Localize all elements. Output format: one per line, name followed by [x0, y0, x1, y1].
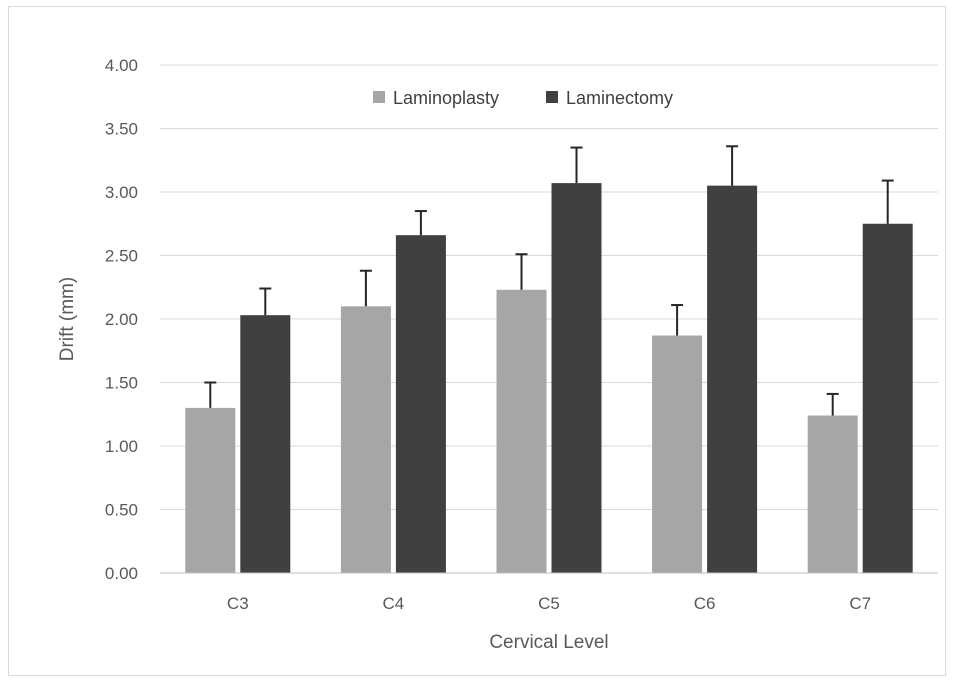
bar-laminoplasty-c3: [185, 407, 236, 573]
chart-frame: [8, 6, 946, 676]
error-bars: [204, 145, 894, 416]
legend: Laminoplasty Laminectomy: [373, 88, 673, 108]
x-tick-label: C3: [227, 594, 249, 613]
x-tick-label: C5: [538, 594, 560, 613]
bar-laminoplasty-c5: [496, 289, 547, 573]
legend-label-laminectomy: Laminectomy: [566, 88, 673, 108]
legend-swatch-laminectomy: [546, 91, 558, 103]
y-tick-label: 1.50: [105, 374, 138, 393]
y-tick-label: 2.00: [105, 310, 138, 329]
x-axis-ticks: C3 C4 C5 C6 C7: [227, 594, 871, 613]
bar-laminoplasty-c4: [340, 306, 391, 573]
bar-laminoplasty-c6: [652, 335, 703, 573]
y-tick-label: 2.50: [105, 247, 138, 266]
y-axis-title: Drift (mm): [57, 277, 78, 361]
bar-laminectomy-c6: [707, 185, 758, 573]
x-tick-label: C6: [694, 594, 716, 613]
bar-laminectomy-c3: [240, 315, 291, 573]
bar-laminectomy-c5: [551, 183, 602, 574]
legend-swatch-laminoplasty: [373, 91, 385, 103]
y-tick-label: 3.00: [105, 183, 138, 202]
y-tick-label: 0.50: [105, 501, 138, 520]
bar-laminoplasty-c7: [807, 415, 858, 573]
y-tick-label: 0.00: [105, 564, 138, 583]
y-tick-label: 4.00: [105, 56, 138, 75]
x-axis-title: Cervical Level: [489, 632, 608, 653]
y-tick-label: 3.50: [105, 120, 138, 139]
bar-laminectomy-c4: [395, 235, 446, 573]
x-tick-label: C4: [383, 594, 405, 613]
bar-laminectomy-c7: [862, 223, 913, 573]
y-tick-label: 1.00: [105, 437, 138, 456]
x-tick-label: C7: [849, 594, 871, 613]
y-axis-ticks: 0.00 0.50 1.00 1.50 2.00 2.50 3.00 3.50 4.00: [105, 56, 138, 583]
bars: [185, 183, 913, 574]
legend-label-laminoplasty: Laminoplasty: [393, 88, 499, 108]
